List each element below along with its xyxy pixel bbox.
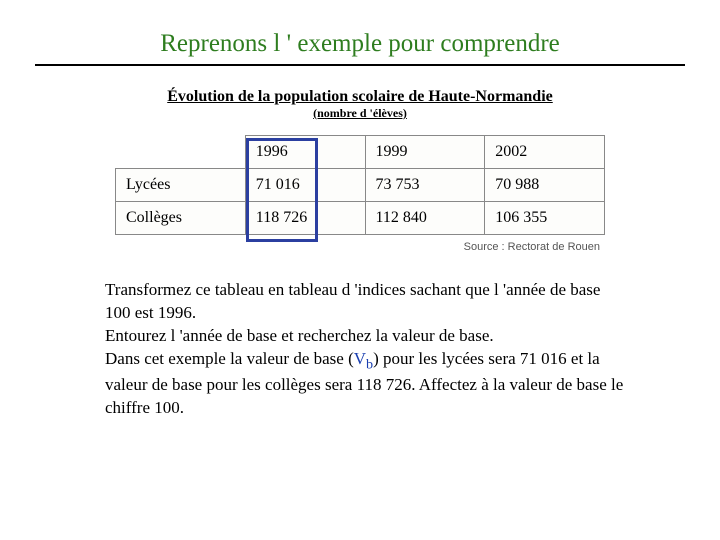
instr-line2: Entourez l 'année de base et recherchez … xyxy=(105,326,494,345)
table-header-row: 1996 1999 2002 xyxy=(116,136,605,169)
data-table-wrap: 1996 1999 2002 Lycées 71 016 73 753 70 9… xyxy=(115,135,605,235)
cell-value: 70 988 xyxy=(485,169,605,202)
table-source: Source : Rectorat de Rouen xyxy=(50,241,600,253)
cell-label: Lycées xyxy=(116,169,246,202)
th-blank xyxy=(116,136,246,169)
cell-value: 118 726 xyxy=(245,202,365,235)
title-rule xyxy=(35,64,685,66)
data-table: 1996 1999 2002 Lycées 71 016 73 753 70 9… xyxy=(115,135,605,235)
instr-line1: Transformez ce tableau en tableau d 'ind… xyxy=(105,280,600,322)
th-1996: 1996 xyxy=(245,136,365,169)
table-row: Lycées 71 016 73 753 70 988 xyxy=(116,169,605,202)
cell-value: 73 753 xyxy=(365,169,485,202)
slide-title: Reprenons l ' exemple pour comprendre xyxy=(50,30,670,58)
subtitle-note: (nombre d 'élèves) xyxy=(50,106,670,121)
cell-value: 112 840 xyxy=(365,202,485,235)
th-2002: 2002 xyxy=(485,136,605,169)
th-1999: 1999 xyxy=(365,136,485,169)
cell-label: Collèges xyxy=(116,202,246,235)
cell-value: 71 016 xyxy=(245,169,365,202)
vb-symbol: Vb xyxy=(354,349,373,368)
cell-value: 106 355 xyxy=(485,202,605,235)
table-row: Collèges 118 726 112 840 106 355 xyxy=(116,202,605,235)
instr-line3a: Dans cet exemple la valeur de base ( xyxy=(105,349,354,368)
subtitle-main: Évolution de la population scolaire de H… xyxy=(50,88,670,106)
instruction-paragraph: Transformez ce tableau en tableau d 'ind… xyxy=(105,279,630,420)
